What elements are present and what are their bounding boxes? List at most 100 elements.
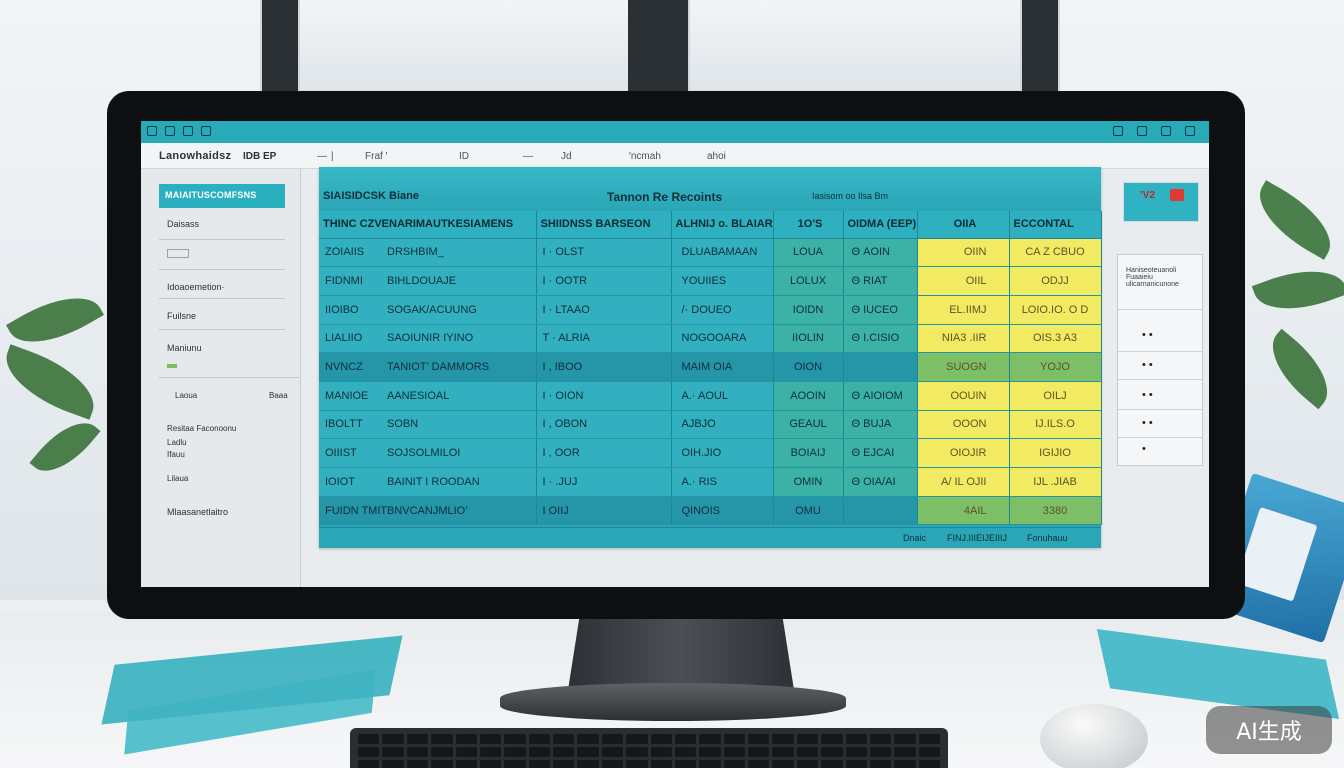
sidebar-item-active[interactable]: MAIAITUSCOMFSNS bbox=[159, 184, 285, 208]
keyboard-key[interactable] bbox=[406, 747, 429, 757]
sidebar-item[interactable]: Idoaoemetion· bbox=[167, 282, 225, 292]
keyboard-key[interactable] bbox=[504, 760, 526, 768]
keyboard-key[interactable] bbox=[382, 734, 404, 744]
menu-icon[interactable] bbox=[165, 126, 175, 136]
table-row[interactable]: IOIOT BAINIT I ROODAN I · .JUJ A.· RIS OMIN Θ… bbox=[319, 467, 1102, 497]
sidebar-item[interactable]: Mlaasanetlaitro bbox=[167, 507, 229, 517]
sidebar-item[interactable]: Ifauu bbox=[167, 450, 185, 459]
computer-mouse[interactable] bbox=[1040, 704, 1148, 768]
keyboard-key[interactable] bbox=[504, 747, 526, 757]
keyboard-key[interactable] bbox=[479, 747, 502, 757]
column-header[interactable]: OIDMA (EEP) bbox=[843, 211, 918, 239]
app-icon[interactable] bbox=[147, 126, 157, 136]
menu-item[interactable]: ID bbox=[459, 151, 469, 162]
keyboard-key[interactable] bbox=[796, 760, 819, 768]
keyboard-key[interactable] bbox=[406, 734, 429, 744]
keyboard-key[interactable] bbox=[796, 734, 819, 744]
keyboard-key[interactable] bbox=[577, 734, 599, 744]
menu-item[interactable]: ′ncmah bbox=[629, 151, 661, 162]
keyboard-key[interactable] bbox=[650, 760, 672, 768]
keyboard-key[interactable] bbox=[577, 747, 599, 757]
menu-item[interactable]: Fraf ′ bbox=[365, 151, 388, 162]
menu-item[interactable]: ― bbox=[523, 151, 533, 162]
notification-badge[interactable]: ’V2 bbox=[1123, 182, 1199, 222]
keyboard-key[interactable] bbox=[699, 760, 721, 768]
keyboard-key[interactable] bbox=[479, 734, 502, 744]
keyboard-key[interactable] bbox=[674, 760, 697, 768]
keyboard-key[interactable] bbox=[528, 747, 550, 757]
keyboard-key[interactable] bbox=[845, 760, 867, 768]
table-row[interactable]: MANIOE AANESIOAL I · OION A.· AOUL AOOIN Θ AI… bbox=[319, 381, 1102, 411]
sidebar-item[interactable]: Maniunu bbox=[167, 343, 202, 353]
keyboard-key[interactable] bbox=[455, 760, 477, 768]
keyboard-key[interactable] bbox=[406, 760, 429, 768]
sidebar-item[interactable]: Resitaa Faconoonu bbox=[167, 424, 237, 433]
table-row[interactable]: LIALIIO SAOIUNIR IYINO T · ALRIA NOGOOARA II… bbox=[319, 324, 1102, 354]
keyboard-key[interactable] bbox=[382, 760, 404, 768]
keyboard-key[interactable] bbox=[821, 747, 843, 757]
keyboard-key[interactable] bbox=[358, 760, 380, 768]
column-header[interactable]: THINC CZVENARIMAUTKESIAMENS bbox=[319, 211, 537, 239]
menu-item[interactable]: Jd bbox=[561, 151, 572, 162]
keyboard-key[interactable] bbox=[431, 747, 453, 757]
keyboard-key[interactable] bbox=[455, 734, 477, 744]
keyboard-key[interactable] bbox=[553, 760, 575, 768]
keyboard-key[interactable] bbox=[528, 760, 550, 768]
keyboard-key[interactable] bbox=[869, 734, 892, 744]
keyboard-key[interactable] bbox=[845, 747, 867, 757]
keyboard-key[interactable] bbox=[601, 760, 624, 768]
table-row[interactable]: FIDNMI BIHLDOUAJE I · OOTR YOUIIES LOLUX Θ RI… bbox=[319, 266, 1102, 296]
sidebar-item[interactable]: Laoua bbox=[175, 391, 198, 400]
keyboard[interactable] bbox=[350, 728, 948, 768]
keyboard-key[interactable] bbox=[918, 747, 940, 757]
keyboard-key[interactable] bbox=[894, 734, 916, 744]
keyboard-key[interactable] bbox=[504, 734, 526, 744]
menu-item[interactable]: ― ∣ bbox=[317, 151, 335, 162]
keyboard-key[interactable] bbox=[699, 747, 721, 757]
column-header[interactable]: OIIA bbox=[917, 211, 1010, 239]
maximize-icon[interactable] bbox=[1137, 126, 1147, 136]
sidebar-item[interactable]: Baaa bbox=[269, 391, 288, 400]
sidebar-item[interactable]: Daisass bbox=[167, 219, 200, 229]
sidebar-item[interactable]: Fuilsne bbox=[167, 311, 197, 321]
keyboard-key[interactable] bbox=[553, 747, 575, 757]
keyboard-key[interactable] bbox=[431, 734, 453, 744]
column-header[interactable]: 1O'S bbox=[773, 211, 844, 239]
keyboard-key[interactable] bbox=[626, 747, 648, 757]
keyboard-key[interactable] bbox=[821, 760, 843, 768]
settings-icon[interactable] bbox=[1161, 126, 1171, 136]
menu-item[interactable]: ahoi bbox=[707, 151, 726, 162]
keyboard-key[interactable] bbox=[845, 734, 867, 744]
keyboard-key[interactable] bbox=[601, 747, 624, 757]
table-row[interactable]: FUIDN TMITBNVCANJMLIO’ I OIIJ QINOIS OMU 4AI… bbox=[319, 496, 1102, 526]
keyboard-key[interactable] bbox=[748, 747, 770, 757]
keyboard-key[interactable] bbox=[699, 734, 721, 744]
column-header[interactable]: SHIIDNSS BARSEON bbox=[536, 211, 672, 239]
minimize-icon[interactable] bbox=[1113, 126, 1123, 136]
table-row[interactable]: NVNCZ TANIOT’ DAMMORS I , IBOO MAIM OIA OION… bbox=[319, 352, 1102, 382]
keyboard-key[interactable] bbox=[479, 760, 502, 768]
keyboard-key[interactable] bbox=[723, 734, 745, 744]
keyboard-key[interactable] bbox=[358, 734, 380, 744]
keyboard-key[interactable] bbox=[601, 734, 624, 744]
table-row[interactable]: IIOIBO SOGAK/ACUUNG I · LTAAO/· DOUEO IOIDN… bbox=[319, 295, 1102, 325]
keyboard-key[interactable] bbox=[723, 760, 745, 768]
keyboard-key[interactable] bbox=[382, 747, 404, 757]
column-header[interactable]: ALHNIJ o. BLAIARAN bbox=[671, 211, 774, 239]
keyboard-key[interactable] bbox=[650, 734, 672, 744]
sidebar-item[interactable]: Lilaua bbox=[167, 474, 189, 483]
keyboard-key[interactable] bbox=[528, 734, 550, 744]
keyboard-key[interactable] bbox=[626, 734, 648, 744]
keyboard-key[interactable] bbox=[748, 734, 770, 744]
keyboard-key[interactable] bbox=[821, 734, 843, 744]
keyboard-key[interactable] bbox=[553, 734, 575, 744]
keyboard-key[interactable] bbox=[894, 747, 916, 757]
keyboard-key[interactable] bbox=[358, 747, 380, 757]
keyboard-key[interactable] bbox=[796, 747, 819, 757]
keyboard-key[interactable] bbox=[748, 760, 770, 768]
keyboard-key[interactable] bbox=[650, 747, 672, 757]
keyboard-key[interactable] bbox=[869, 760, 892, 768]
sidebar-item[interactable]: Ladlu bbox=[167, 438, 187, 447]
table-row[interactable]: ZOIAIIS DRSHBIM_ I · OLST DLUABAMAAN LOUA Θ A… bbox=[319, 238, 1102, 268]
keyboard-key[interactable] bbox=[674, 734, 697, 744]
